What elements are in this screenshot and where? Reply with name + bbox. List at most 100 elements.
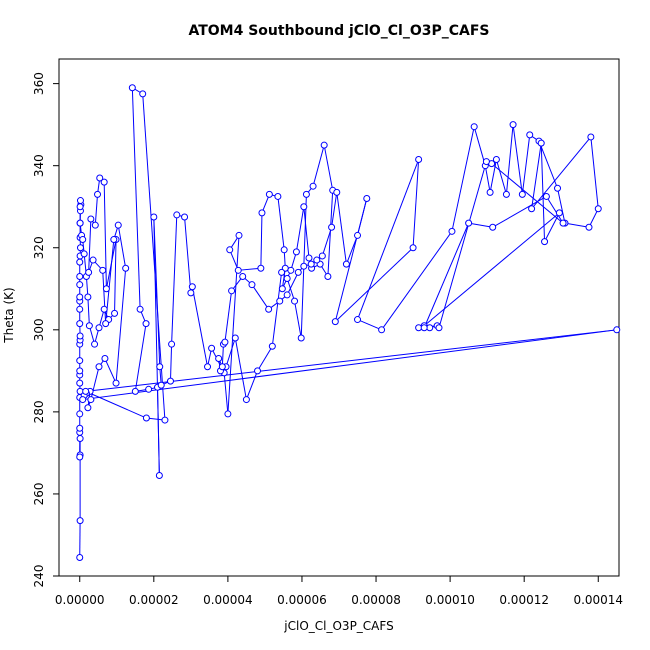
data-point — [354, 231, 362, 239]
data-point — [79, 236, 87, 244]
data-point — [409, 244, 417, 252]
data-point — [492, 156, 500, 164]
series-segment — [336, 192, 347, 265]
data-point — [502, 190, 510, 198]
data-point — [112, 379, 120, 387]
series-segment — [505, 124, 514, 195]
y-tick-label: 240 — [32, 565, 46, 588]
data-point — [111, 309, 119, 317]
data-point — [208, 344, 216, 352]
data-point — [274, 192, 282, 200]
x-tick-label: 0.00008 — [351, 593, 401, 607]
data-point — [76, 305, 84, 313]
series-segment — [225, 337, 236, 367]
data-point — [435, 324, 443, 332]
data-point — [76, 424, 84, 432]
series-segment — [295, 206, 305, 252]
data-point — [324, 272, 332, 280]
data-point — [142, 414, 150, 422]
series-segment — [357, 319, 382, 331]
series-segment — [171, 214, 178, 345]
series-segment — [438, 161, 487, 328]
data-point — [526, 131, 534, 139]
data-point — [363, 195, 371, 203]
data-point — [265, 305, 273, 313]
data-point — [102, 320, 110, 328]
data-point — [80, 250, 88, 258]
data-point — [489, 223, 497, 231]
series-segment — [104, 358, 117, 384]
data-series — [76, 84, 621, 562]
y-tick-label: 360 — [32, 72, 46, 95]
series-segment — [142, 93, 166, 421]
series-segment — [229, 249, 239, 271]
data-point — [328, 223, 336, 231]
data-point — [587, 133, 595, 141]
series-segment — [102, 270, 107, 324]
data-point — [307, 260, 315, 268]
data-point — [122, 264, 130, 272]
data-point — [187, 289, 195, 297]
chart-title: ATOM4 Southbound jClO_Cl_O3P_CAFS — [188, 23, 489, 39]
series-segment — [191, 286, 209, 367]
data-point — [181, 213, 189, 221]
series-segment — [286, 278, 296, 302]
series-segment — [327, 190, 334, 277]
data-point — [173, 211, 181, 219]
data-point — [300, 203, 308, 211]
data-point — [537, 139, 545, 147]
x-tick-label: 0.00014 — [573, 593, 623, 607]
series-segment — [257, 345, 273, 372]
data-point — [297, 334, 305, 342]
data-point — [76, 281, 84, 289]
data-point — [215, 355, 223, 363]
data-point — [613, 326, 621, 334]
y-axis-label: Theta (K) — [2, 287, 16, 343]
data-point — [509, 121, 517, 129]
data-point — [100, 305, 108, 313]
data-point — [333, 188, 341, 196]
data-point — [76, 435, 84, 443]
data-point — [166, 377, 174, 385]
data-point — [95, 324, 103, 332]
series-segment — [423, 212, 560, 327]
data-point — [139, 90, 147, 98]
data-point — [155, 471, 163, 479]
series-segment — [227, 235, 240, 414]
data-point — [291, 297, 299, 305]
data-point — [254, 367, 262, 375]
data-point — [542, 192, 550, 200]
series-segment — [303, 206, 310, 259]
data-point — [448, 227, 456, 235]
series-segment — [590, 136, 599, 209]
data-point — [248, 281, 256, 289]
data-point — [157, 381, 165, 389]
series-segment — [312, 145, 325, 187]
data-point — [278, 285, 286, 293]
series-segment — [321, 227, 333, 257]
data-point — [76, 410, 84, 418]
data-point — [257, 264, 265, 272]
data-point — [268, 342, 276, 350]
data-point — [309, 182, 317, 190]
x-tick-label: 0.00002 — [129, 593, 179, 607]
series-segment — [489, 159, 497, 193]
data-point — [96, 174, 104, 182]
y-tick-label: 340 — [32, 154, 46, 177]
data-point — [87, 396, 95, 404]
data-point — [76, 293, 84, 301]
data-point — [131, 387, 139, 395]
series-segment — [564, 222, 590, 228]
data-point — [76, 320, 84, 328]
data-point — [168, 340, 176, 348]
data-point — [354, 316, 362, 324]
data-point — [99, 266, 107, 274]
series-segment — [131, 87, 141, 310]
data-point — [79, 396, 87, 404]
data-point — [486, 188, 494, 196]
series-segment — [531, 136, 592, 210]
data-point — [242, 396, 250, 404]
series-segment — [277, 196, 285, 250]
series-segment — [114, 239, 117, 314]
